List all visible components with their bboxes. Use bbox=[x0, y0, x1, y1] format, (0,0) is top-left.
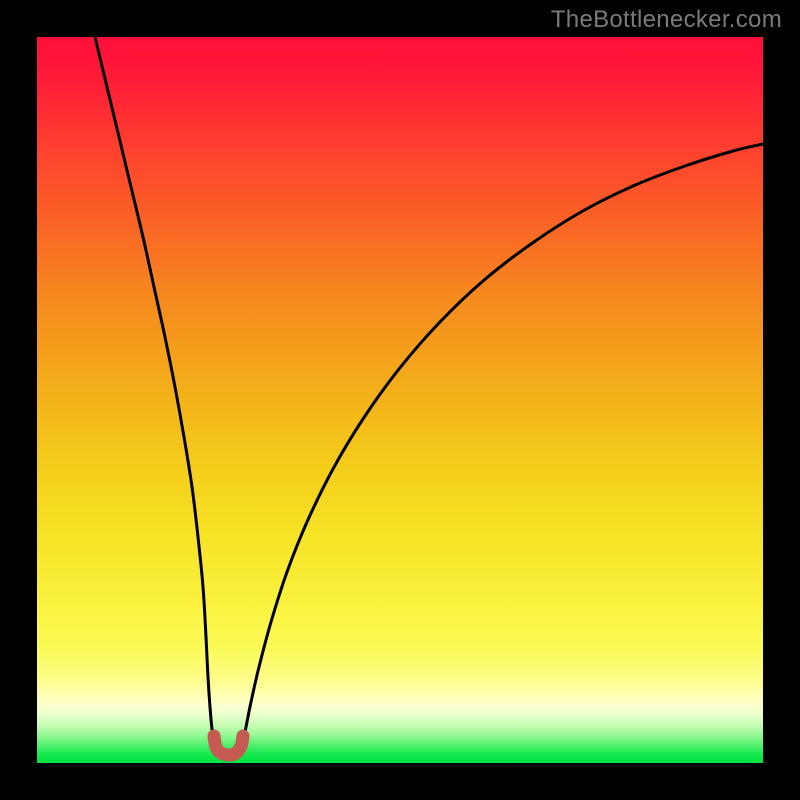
curve-overlay bbox=[37, 37, 763, 763]
plot-frame bbox=[37, 37, 763, 763]
left-curve bbox=[95, 37, 214, 742]
watermark-label: TheBottlenecker.com bbox=[551, 6, 782, 34]
dip-marker bbox=[214, 736, 243, 755]
right-curve bbox=[243, 144, 763, 742]
